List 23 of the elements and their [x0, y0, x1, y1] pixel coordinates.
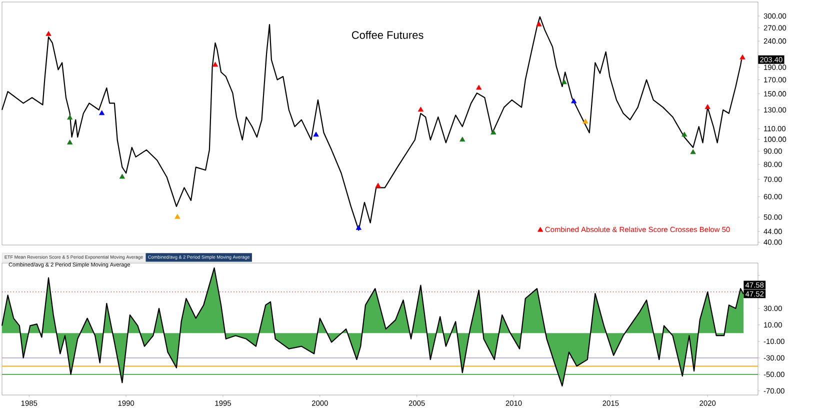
point	[690, 149, 696, 154]
point	[582, 118, 588, 124]
point	[119, 174, 125, 179]
text: Coffee Futures	[352, 30, 424, 39]
point	[174, 214, 180, 219]
point	[418, 106, 424, 112]
point	[561, 79, 567, 84]
point	[536, 21, 542, 26]
point	[740, 54, 746, 60]
point	[490, 130, 496, 134]
point	[682, 132, 688, 137]
point	[313, 132, 319, 137]
point	[375, 182, 381, 188]
point	[356, 225, 362, 230]
point	[99, 110, 105, 116]
point	[460, 136, 466, 142]
point	[476, 84, 482, 90]
point	[67, 140, 73, 144]
point	[212, 62, 218, 67]
point	[704, 104, 710, 110]
point	[67, 114, 73, 120]
point	[46, 31, 52, 36]
point	[571, 98, 577, 104]
